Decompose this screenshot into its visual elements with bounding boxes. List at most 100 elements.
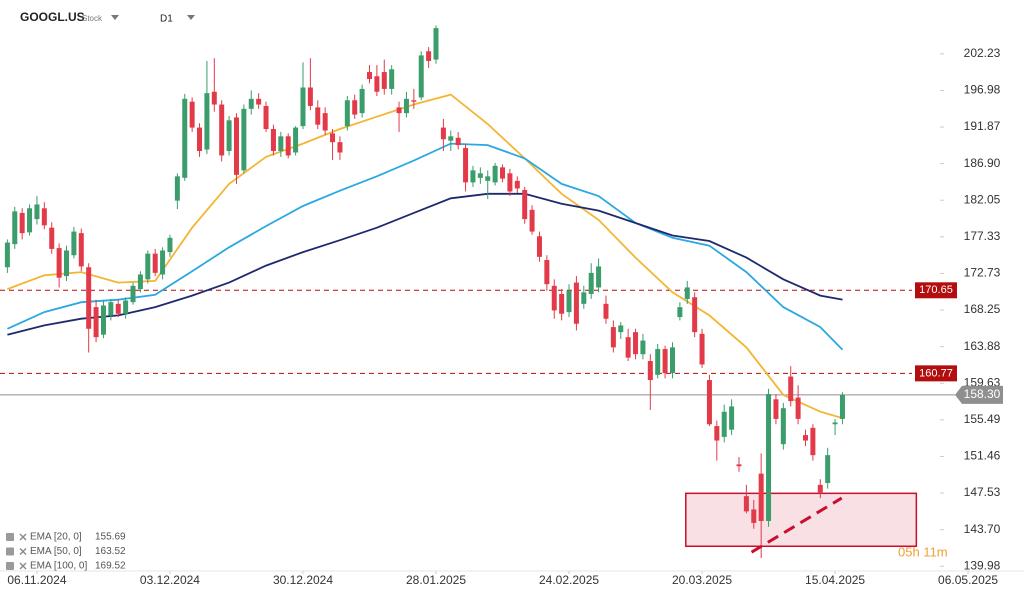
candle-body (492, 165, 498, 183)
candle-body (381, 72, 387, 89)
candle-body (817, 484, 823, 493)
candle-body (603, 303, 609, 319)
candle-body (56, 248, 62, 278)
candle-body (803, 435, 809, 441)
legend-name: EMA [20, 0] (30, 532, 82, 543)
candle-body (330, 133, 336, 143)
candle-body (729, 406, 735, 430)
candle-body (433, 28, 439, 60)
support-zone (685, 492, 918, 548)
candle-body (440, 127, 446, 140)
candle-body (766, 394, 772, 521)
y-tick-label: 177.33 (964, 229, 1001, 243)
candle-body (352, 100, 358, 115)
candle-body (278, 136, 284, 152)
candle-body (204, 93, 210, 150)
candle-body (825, 455, 831, 483)
candle-body (374, 76, 380, 92)
y-tick-label: 147.53 (964, 485, 1001, 499)
x-tick-label: 06.05.2025 (938, 573, 998, 587)
candle-body (463, 148, 469, 183)
candle-body (233, 117, 239, 175)
candle-body (426, 51, 432, 61)
candle-body (780, 408, 786, 445)
candle-body (197, 127, 203, 152)
candle-body (115, 303, 121, 314)
symbol-dropdown[interactable] (111, 15, 119, 20)
candle-body (403, 98, 409, 114)
y-tick-label: 182.05 (964, 192, 1001, 206)
candle-body (366, 72, 372, 80)
legend-remove[interactable] (19, 533, 27, 541)
x-tick-label: 20.03.2025 (672, 573, 732, 587)
candle-body (293, 127, 299, 153)
candle-body (226, 120, 232, 152)
candle-body (470, 170, 476, 183)
legend-remove[interactable] (19, 562, 27, 570)
candle-body (93, 307, 99, 338)
candle-body (692, 297, 698, 333)
candle-body (610, 327, 616, 348)
candle-body (655, 349, 661, 375)
legend-remove[interactable] (19, 548, 27, 555)
y-tick-label: 186.90 (964, 156, 1001, 170)
candle-body (78, 233, 84, 267)
candle-body (758, 473, 764, 521)
level-label: 170.65 (919, 284, 953, 296)
candle-body (241, 108, 247, 171)
candle-body (174, 176, 180, 201)
candle-body (315, 107, 321, 125)
candle-body (337, 142, 343, 153)
candle-body (145, 253, 151, 280)
candle-body (832, 422, 838, 425)
y-tick-label: 202.23 (964, 46, 1001, 60)
candle-body (588, 272, 594, 294)
instrument-kind: Stock (82, 14, 103, 23)
candle-body (41, 208, 47, 226)
candle-body (411, 100, 417, 102)
candle-body (100, 305, 106, 335)
y-tick-label: 196.98 (964, 83, 1001, 97)
candle-body (137, 274, 143, 290)
candle-body (448, 136, 454, 141)
candle-body (130, 285, 136, 303)
candle-body (647, 361, 653, 381)
legend-name: EMA [50, 0] (30, 546, 82, 557)
x-tick-label: 03.12.2024 (140, 573, 200, 587)
candle-body (500, 167, 506, 179)
ema-line (7, 192, 843, 336)
candle-body (536, 236, 542, 257)
candle-body (522, 189, 528, 220)
candle-body (300, 87, 306, 127)
candle-body (773, 399, 779, 419)
candle-body (810, 427, 816, 456)
candle-body (359, 88, 365, 114)
candle-body (529, 209, 535, 232)
candle-body (211, 91, 217, 105)
candle-body (189, 101, 195, 128)
candle-body (640, 340, 646, 355)
x-tick-label: 15.04.2025 (805, 573, 865, 587)
countdown: 05h 11m (898, 544, 948, 559)
x-tick-label: 06.11.2024 (7, 573, 66, 587)
candle-body (699, 333, 705, 365)
legend-value: 163.52 (95, 546, 126, 557)
candle-body (49, 227, 55, 249)
candle-body (795, 397, 801, 419)
candle-body (307, 87, 313, 106)
candle-body (248, 98, 254, 109)
y-tick-label: 151.46 (964, 449, 1001, 463)
candle-body (27, 208, 33, 233)
candle-body (219, 104, 225, 156)
candle-body (677, 307, 683, 318)
interval-dropdown[interactable] (187, 15, 195, 20)
candle-body (573, 282, 579, 324)
candle-body (322, 113, 328, 131)
y-tick-label: 172.73 (964, 266, 1001, 280)
candle-body (485, 176, 491, 181)
candle-body (751, 509, 757, 523)
candle-body (581, 292, 587, 304)
y-tick-label: 139.98 (964, 558, 1001, 572)
candle-body (285, 136, 291, 156)
